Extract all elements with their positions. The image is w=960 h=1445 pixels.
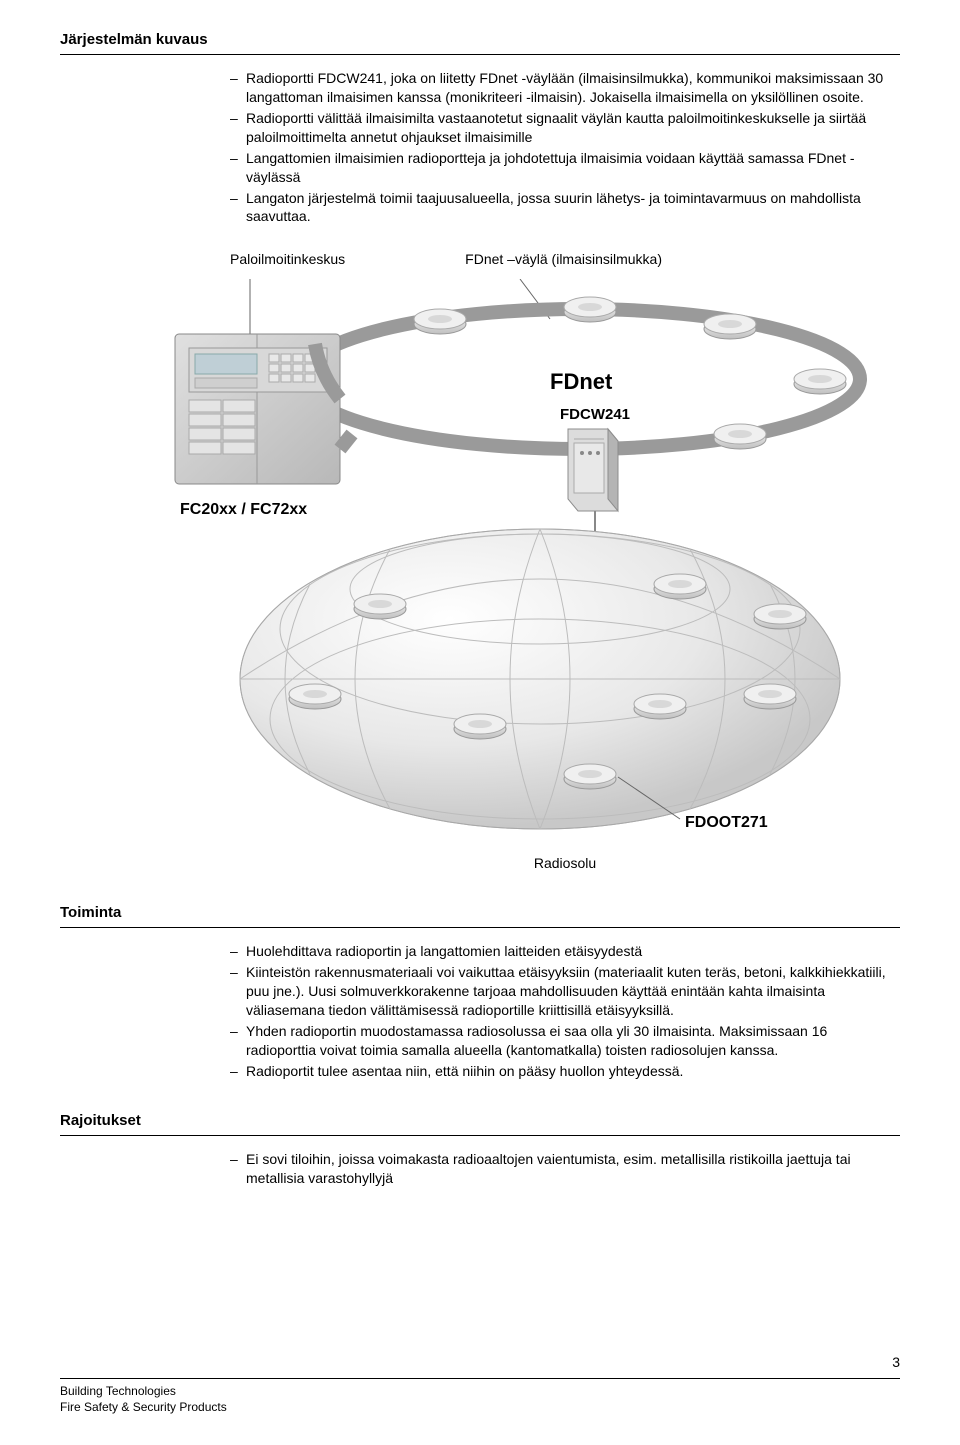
list-item: Kiinteistön rakennusmateriaali voi vaiku…: [230, 963, 890, 1020]
section-body: Huolehdittava radioportin ja langattomie…: [230, 942, 890, 1080]
bullet-list: Radioportti FDCW241, joka on liitetty FD…: [230, 69, 890, 226]
section-rule: [60, 54, 900, 55]
list-item: Radioportti välittää ilmaisimilta vastaa…: [230, 109, 890, 147]
section-system-description: Järjestelmän kuvaus Radioportti FDCW241,…: [60, 30, 900, 226]
label-radiosolu: Radiosolu: [230, 854, 900, 873]
page-number: 3: [60, 1353, 900, 1372]
list-item: Radioportit tulee asentaa niin, että nii…: [230, 1062, 890, 1081]
section-rule: [60, 1135, 900, 1136]
diagram-svg: FDnet FDCW241 FC20xx / FC72xx: [120, 279, 880, 839]
system-diagram: FDnet FDCW241 FC20xx / FC72xx: [120, 279, 880, 844]
list-item: Radioportti FDCW241, joka on liitetty FD…: [230, 69, 890, 107]
diagram-top-labels: Paloilmoitinkeskus FDnet –väylä (ilmaisi…: [230, 250, 900, 269]
section-title: Rajoitukset: [60, 1111, 900, 1131]
svg-text:FDCW241: FDCW241: [560, 406, 630, 423]
footer-line2: Fire Safety & Security Products: [60, 1399, 227, 1415]
list-item: Langattomien ilmaisimien radioportteja j…: [230, 149, 890, 187]
list-item: Yhden radioportin muodostamassa radiosol…: [230, 1022, 890, 1060]
svg-text:FDOOT271: FDOOT271: [685, 814, 768, 831]
section-rule: [60, 927, 900, 928]
bullet-list: Huolehdittava radioportin ja langattomie…: [230, 942, 890, 1080]
gateway-fdcw241: [568, 429, 618, 511]
section-toiminta: Toiminta Huolehdittava radioportin ja la…: [60, 903, 900, 1080]
label-paloilmoitinkeskus: Paloilmoitinkeskus: [230, 250, 345, 269]
radio-sphere: [240, 522, 840, 829]
section-rajoitukset: Rajoitukset Ei sovi tiloihin, joissa voi…: [60, 1111, 900, 1188]
list-item: Ei sovi tiloihin, joissa voimakasta radi…: [230, 1150, 890, 1188]
page: Järjestelmän kuvaus Radioportti FDCW241,…: [0, 0, 960, 1445]
page-footer: 3 Building Technologies Fire Safety & Se…: [60, 1353, 900, 1415]
section-body: Radioportti FDCW241, joka on liitetty FD…: [230, 69, 890, 226]
list-item: Huolehdittava radioportin ja langattomie…: [230, 942, 890, 961]
svg-text:FC20xx / FC72xx: FC20xx / FC72xx: [180, 501, 307, 518]
footer-rule: [60, 1378, 900, 1379]
section-title: Järjestelmän kuvaus: [60, 30, 900, 50]
footer-left: Building Technologies Fire Safety & Secu…: [60, 1383, 227, 1415]
fdnet-label: FDnet: [550, 369, 613, 394]
section-body: Ei sovi tiloihin, joissa voimakasta radi…: [230, 1150, 890, 1188]
bullet-list: Ei sovi tiloihin, joissa voimakasta radi…: [230, 1150, 890, 1188]
list-item: Langaton järjestelmä toimii taajuusaluee…: [230, 189, 890, 227]
label-fdnet-vayla: FDnet –väylä (ilmaisinsilmukka): [465, 250, 662, 269]
section-title: Toiminta: [60, 903, 900, 923]
footer-line1: Building Technologies: [60, 1383, 227, 1399]
